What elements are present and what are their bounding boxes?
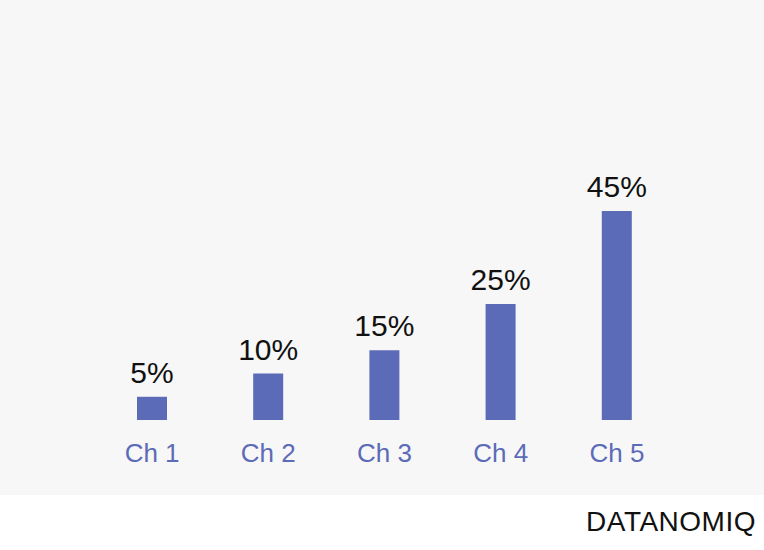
svg-text:Ch 1: Ch 1 — [125, 438, 180, 468]
svg-text:Ch 4: Ch 4 — [473, 438, 528, 468]
svg-text:45%: 45% — [587, 170, 647, 203]
svg-text:5%: 5% — [130, 356, 173, 389]
svg-text:Ch 5: Ch 5 — [589, 438, 644, 468]
svg-text:25%: 25% — [471, 263, 531, 296]
svg-text:Ch 2: Ch 2 — [241, 438, 296, 468]
svg-text:Ch 3: Ch 3 — [357, 438, 412, 468]
html-text:DATANOMIQ: DATANOMIQ — [586, 506, 756, 537]
svg-text:15%: 15% — [354, 309, 414, 342]
svg-text:10%: 10% — [238, 333, 298, 366]
